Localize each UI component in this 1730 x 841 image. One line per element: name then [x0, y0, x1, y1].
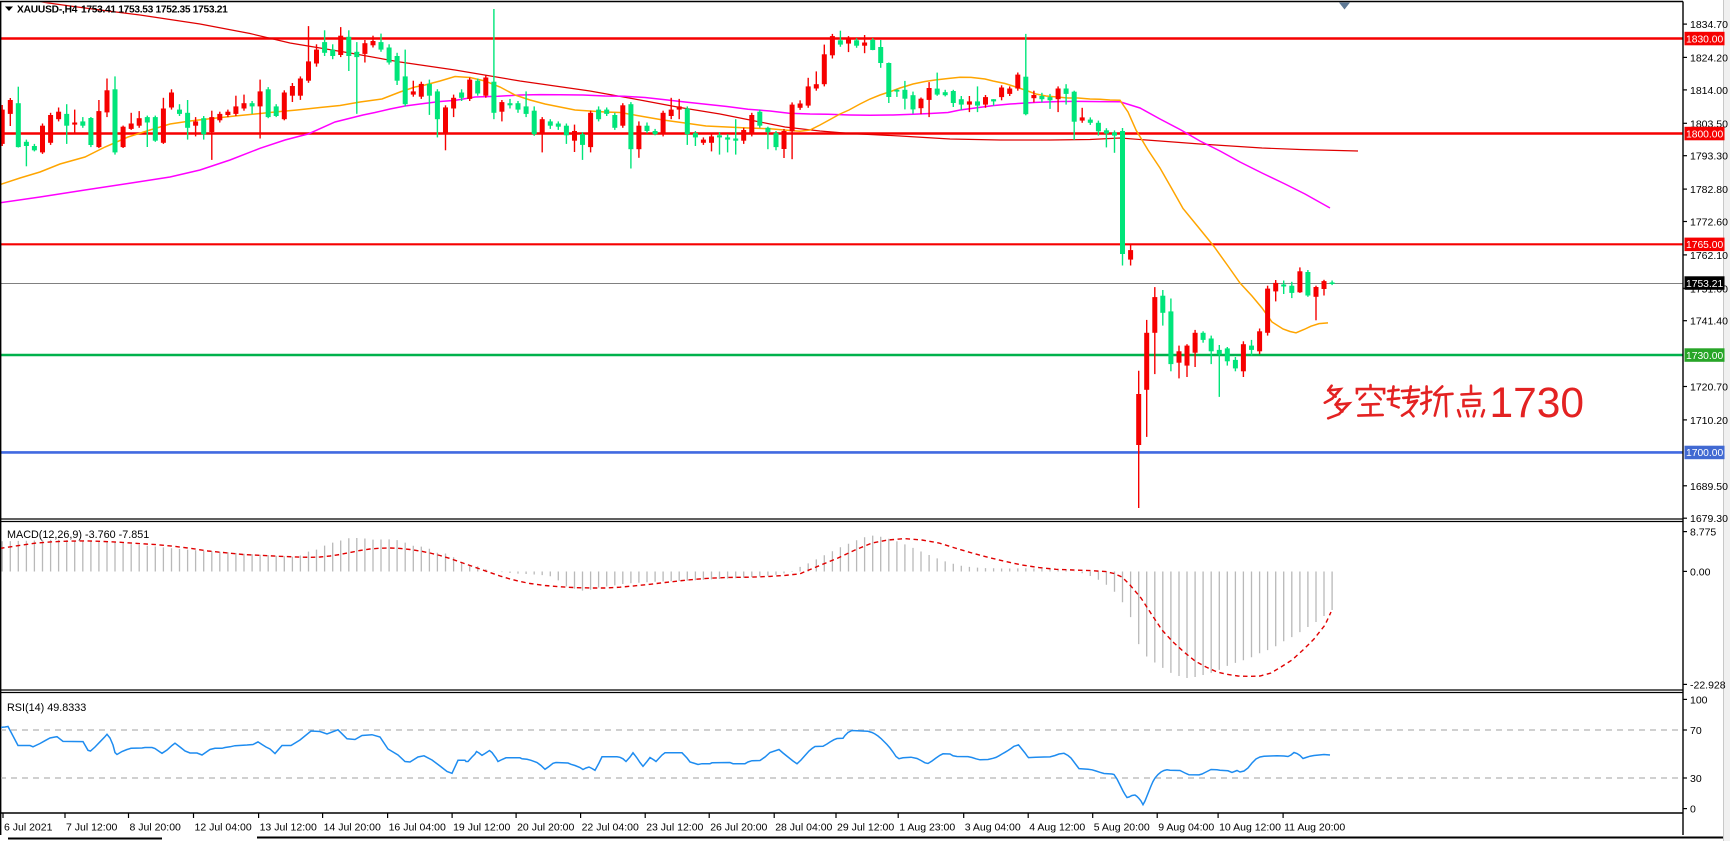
svg-text:5 Aug 20:00: 5 Aug 20:00 [1094, 821, 1150, 833]
svg-text:8 Jul 20:00: 8 Jul 20:00 [130, 821, 182, 833]
svg-text:23 Jul 12:00: 23 Jul 12:00 [646, 821, 703, 833]
svg-text:16 Jul 04:00: 16 Jul 04:00 [389, 821, 446, 833]
svg-text:6 Jul 2021: 6 Jul 2021 [4, 821, 53, 833]
svg-text:0.00: 0.00 [1690, 566, 1711, 578]
svg-text:13 Jul 12:00: 13 Jul 12:00 [260, 821, 317, 833]
svg-text:1793.30: 1793.30 [1690, 151, 1728, 163]
svg-text:26 Jul 20:00: 26 Jul 20:00 [710, 821, 767, 833]
svg-text:1753.21: 1753.21 [1686, 279, 1723, 290]
svg-text:RSI(14) 49.8333: RSI(14) 49.8333 [7, 702, 86, 714]
svg-text:1700.00: 1700.00 [1686, 448, 1723, 459]
svg-text:3 Aug 04:00: 3 Aug 04:00 [965, 821, 1021, 833]
svg-text:-22.928: -22.928 [1690, 679, 1726, 691]
svg-text:1 Aug 23:00: 1 Aug 23:00 [899, 821, 955, 833]
svg-text:1782.80: 1782.80 [1690, 184, 1728, 196]
svg-text:8.775: 8.775 [1690, 527, 1716, 539]
svg-text:MACD(12,26,9) -3.760 -7.851: MACD(12,26,9) -3.760 -7.851 [7, 529, 149, 541]
svg-text:22 Jul 04:00: 22 Jul 04:00 [582, 821, 639, 833]
svg-text:1710.20: 1710.20 [1690, 415, 1728, 427]
svg-text:9 Aug 04:00: 9 Aug 04:00 [1158, 821, 1214, 833]
svg-text:1730.00: 1730.00 [1686, 351, 1723, 362]
svg-text:1824.20: 1824.20 [1690, 52, 1728, 64]
svg-text:1772.60: 1772.60 [1690, 217, 1728, 229]
svg-text:1762.10: 1762.10 [1690, 250, 1728, 262]
svg-text:12 Jul 04:00: 12 Jul 04:00 [195, 821, 252, 833]
svg-text:1720.70: 1720.70 [1690, 382, 1728, 394]
svg-text:1765.00: 1765.00 [1686, 240, 1723, 251]
svg-text:1800.00: 1800.00 [1686, 129, 1723, 140]
svg-text:0: 0 [1690, 804, 1696, 816]
svg-text:4 Aug 12:00: 4 Aug 12:00 [1029, 821, 1085, 833]
svg-text:1730: 1730 [1490, 380, 1585, 427]
svg-text:1741.40: 1741.40 [1690, 316, 1728, 328]
svg-text:28 Jul 04:00: 28 Jul 04:00 [775, 821, 832, 833]
svg-text:70: 70 [1690, 725, 1702, 737]
svg-text:20 Jul 20:00: 20 Jul 20:00 [517, 821, 574, 833]
svg-text:1689.50: 1689.50 [1690, 481, 1728, 493]
svg-text:10 Aug 12:00: 10 Aug 12:00 [1219, 821, 1281, 833]
svg-text:1834.70: 1834.70 [1690, 19, 1728, 31]
svg-text:1753.41 1753.53 1752.35 1753.2: 1753.41 1753.53 1752.35 1753.21 [81, 5, 228, 16]
svg-text:11 Aug 20:00: 11 Aug 20:00 [1284, 821, 1345, 833]
svg-text:29 Jul 12:00: 29 Jul 12:00 [837, 821, 894, 833]
svg-text:30: 30 [1690, 773, 1702, 785]
svg-text:100: 100 [1690, 694, 1708, 706]
svg-text:1679.30: 1679.30 [1690, 513, 1728, 525]
svg-text:14 Jul 20:00: 14 Jul 20:00 [324, 821, 381, 833]
svg-text:1814.00: 1814.00 [1690, 85, 1728, 97]
svg-text:7 Jul 12:00: 7 Jul 12:00 [66, 821, 118, 833]
svg-text:19 Jul 12:00: 19 Jul 12:00 [453, 821, 510, 833]
svg-text:1830.00: 1830.00 [1686, 34, 1723, 45]
svg-text:XAUUSD-,H4: XAUUSD-,H4 [17, 5, 78, 16]
